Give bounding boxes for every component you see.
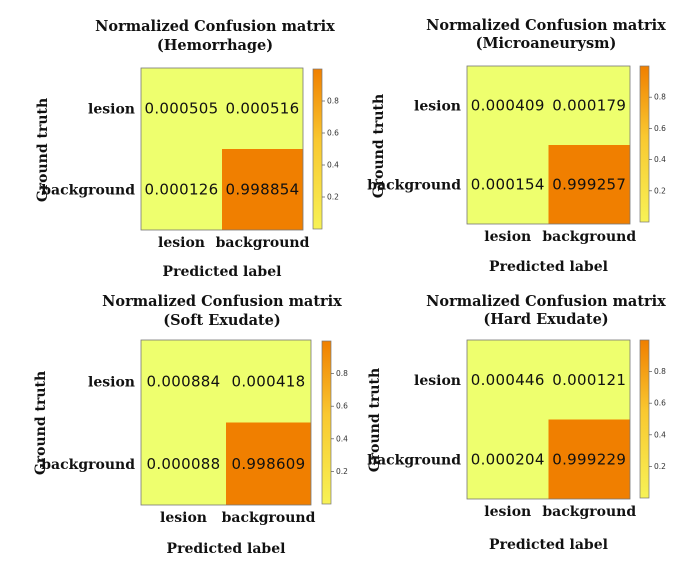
confusion-matrix-panel-2: Normalized Confusion matrix(Microaneurys… — [367, 17, 666, 275]
matrix-cell-r1-c1 — [226, 422, 311, 505]
colorbar-tick-label: 0.6 — [336, 402, 348, 411]
colorbar-tick-label: 0.4 — [336, 434, 348, 443]
chart-title: Normalized Confusion matrix — [426, 17, 666, 34]
row-tick-label: background — [367, 178, 461, 194]
matrix-cell-r1-c1 — [222, 149, 303, 230]
matrix-cell-r1-c1 — [548, 145, 630, 224]
cell-value-label: 0.998854 — [226, 181, 300, 199]
x-axis-title: Predicted label — [167, 541, 286, 557]
matrix-cell-r1-c1 — [548, 419, 630, 499]
confusion-matrix-panel-3: Normalized Confusion matrix (Soft Exudate… — [33, 293, 348, 557]
chart-title: Normalized Confusion matrix — [95, 18, 335, 35]
col-tick-label: background — [222, 510, 316, 526]
matrix-cell-r0-c0 — [141, 68, 222, 149]
matrix-cell-r0-c0 — [467, 66, 549, 145]
colorbar-tick-label: 0.4 — [654, 430, 666, 439]
colorbar-tick-label: 0.8 — [327, 97, 339, 106]
cell-value-label: 0.000126 — [145, 181, 219, 199]
col-tick-label: lesion — [158, 235, 205, 251]
chart-title: Normalized Confusion matrix — [426, 293, 666, 310]
chart-title: Normalized Confusion matrix — [102, 293, 342, 310]
colorbar-tick-label: 0.4 — [327, 161, 339, 170]
col-tick-label: background — [216, 235, 310, 251]
matrix-cell-r0-c1 — [226, 340, 311, 423]
cell-value-label: 0.000505 — [145, 100, 219, 118]
y-axis-title: Ground truth — [371, 94, 387, 198]
cell-value-label: 0.999229 — [552, 450, 626, 468]
col-tick-label: background — [542, 504, 636, 520]
matrix-frame — [140, 339, 312, 506]
x-axis-title: Predicted label — [489, 537, 608, 553]
matrix-cell-r1-c0 — [141, 422, 226, 505]
row-tick-label: lesion — [414, 373, 461, 389]
chart-subtitle: (Soft Exudate) — [163, 312, 281, 329]
cell-value-label: 0.000516 — [226, 100, 300, 118]
row-tick-label: background — [367, 452, 461, 468]
row-tick-label: lesion — [88, 374, 135, 390]
x-axis-title: Predicted label — [489, 259, 608, 275]
y-axis-title: Ground truth — [33, 371, 49, 475]
y-axis-title: Ground truth — [35, 98, 51, 202]
colorbar-tick-label: 0.6 — [654, 124, 666, 133]
matrix-cell-r0-c1 — [548, 66, 630, 145]
row-tick-label: background — [41, 457, 135, 473]
matrix-cell-r0-c0 — [467, 340, 549, 420]
chart-subtitle: (Hard Exudate) — [483, 311, 608, 328]
matrix-cell-r1-c0 — [141, 149, 222, 230]
matrix-frame — [140, 67, 304, 231]
cell-value-label: 0.000446 — [471, 371, 545, 389]
matrix-cell-r0-c1 — [548, 340, 630, 420]
matrix-cell-r1-c0 — [467, 419, 549, 499]
confusion-matrix-panel-4: Normalized Confusion matrix(Hard Exudate… — [367, 293, 666, 553]
row-tick-label: lesion — [88, 102, 135, 118]
col-tick-label: lesion — [160, 510, 207, 526]
x-axis-title: Predicted label — [163, 264, 282, 280]
colorbar-tick-label: 0.6 — [327, 129, 339, 138]
cell-value-label: 0.000204 — [471, 450, 545, 468]
colorbar-tick-label: 0.8 — [654, 367, 666, 376]
colorbar-tick-label: 0.2 — [336, 467, 348, 476]
matrix-frame — [466, 339, 631, 500]
matrix-cell-r1-c0 — [467, 145, 549, 224]
cell-value-label: 0.000179 — [552, 97, 626, 115]
cell-value-label: 0.000121 — [552, 371, 626, 389]
row-tick-label: background — [41, 183, 135, 199]
y-axis-title: Ground truth — [367, 368, 383, 472]
colorbar-tick-label: 0.4 — [654, 155, 666, 164]
cell-value-label: 0.000418 — [232, 372, 306, 390]
col-tick-label: lesion — [484, 229, 531, 245]
cell-value-label: 0.000884 — [147, 372, 221, 390]
colorbar — [639, 339, 650, 499]
colorbar-tick-label: 0.2 — [327, 193, 339, 202]
cell-value-label: 0.000409 — [471, 97, 545, 115]
colorbar-tick-label: 0.8 — [336, 369, 348, 378]
row-tick-label: lesion — [414, 99, 461, 115]
colorbar — [639, 65, 650, 223]
col-tick-label: lesion — [484, 504, 531, 520]
colorbar — [312, 68, 323, 230]
confusion-matrix-panel-1: Normalized Confusion matrix (Hemorrhage) 0… — [35, 18, 339, 280]
cell-value-label: 0.999257 — [552, 176, 626, 194]
colorbar — [321, 340, 332, 505]
cell-value-label: 0.998609 — [232, 455, 306, 473]
chart-subtitle: (Microaneurysm) — [476, 35, 617, 52]
matrix-cell-r0-c1 — [222, 68, 303, 149]
colorbar-tick-label: 0.8 — [654, 93, 666, 102]
colorbar-tick-label: 0.2 — [654, 462, 666, 471]
cell-value-label: 0.000088 — [147, 455, 221, 473]
col-tick-label: background — [542, 229, 636, 245]
matrix-cell-r0-c0 — [141, 340, 226, 423]
colorbar-tick-label: 0.6 — [654, 399, 666, 408]
matrix-frame — [466, 65, 631, 225]
cell-value-label: 0.000154 — [471, 176, 545, 194]
chart-subtitle: (Hemorrhage) — [157, 37, 273, 54]
colorbar-tick-label: 0.2 — [654, 186, 666, 195]
